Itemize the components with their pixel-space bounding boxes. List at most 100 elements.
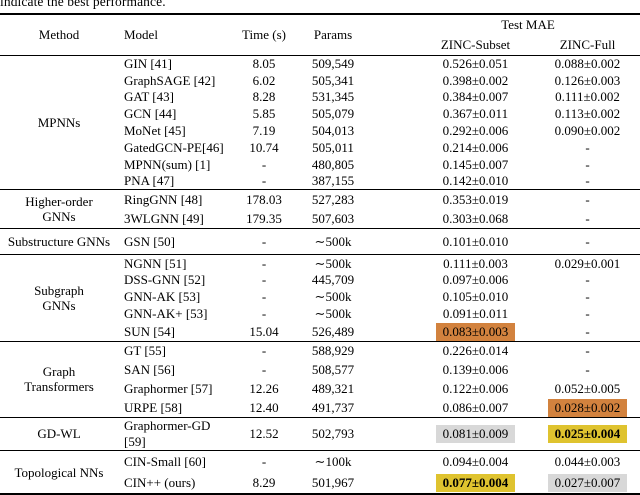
method-label: GD-WL	[37, 426, 81, 442]
cell-zinc-subset: 0.094±0.004	[442, 453, 509, 469]
cell-zinc-full: 0.090±0.002	[554, 123, 621, 139]
cell-zinc-full: -	[585, 233, 590, 249]
section-graph-transformers: Graph Transformers GT [55] - 588,929 0.2…	[0, 341, 640, 417]
cell-zinc-full: 0.111±0.002	[555, 89, 620, 105]
cell-model: GNN-AK [53]	[124, 289, 201, 305]
cell-model: CIN++ (ours)	[124, 474, 196, 490]
cell-params: 489,321	[311, 380, 355, 396]
cell-time: -	[261, 233, 267, 249]
cell-zinc-full: -	[585, 343, 590, 359]
col-header-model: Model	[124, 27, 158, 42]
cell-time: 8.05	[252, 56, 276, 72]
cell-params: 445,709	[311, 272, 355, 288]
cell-time: -	[261, 361, 267, 377]
cell-time: -	[261, 156, 267, 172]
cell-time: 5.85	[252, 106, 276, 122]
cell-zinc-subset: 0.526±0.051	[442, 56, 509, 72]
cell-zinc-full: 0.088±0.002	[554, 56, 621, 72]
highlighted-value: 0.028±0.002	[547, 398, 628, 417]
section-higher-order-gnns: Higher-order GNNs RingGNN [48] 178.03 52…	[0, 189, 640, 229]
cell-zinc-subset: 0.122±0.006	[442, 380, 509, 396]
cell-params: ∼100k	[314, 453, 352, 469]
col-header-method: Method	[38, 27, 80, 42]
table-row: GNN-AK+ [53] - ∼500k 0.091±0.011 -	[0, 306, 640, 323]
table-row: GraphSAGE [42] 6.02 505,341 0.398±0.002 …	[0, 72, 640, 89]
cell-time: 12.26	[249, 380, 279, 396]
table-row: MPNNs GIN [41] 8.05 509,549 0.526±0.051 …	[0, 56, 640, 130]
table-caption-text: indicate the best performance.	[0, 0, 166, 9]
table-row: GD-WL Graphormer-GD [59] 12.52 502,793 0…	[0, 417, 640, 450]
cell-model: GIN [41]	[124, 56, 173, 72]
cell-zinc-full: 0.126±0.003	[554, 72, 621, 88]
cell-model: GNN-AK+ [53]	[124, 306, 208, 322]
method-label: Subgraph GNNs	[34, 283, 84, 314]
cell-zinc-subset: 0.101±0.010	[442, 233, 509, 249]
section-subgraph-gnns: Subgraph GNNs NGNN [51] - ∼500k 0.111±0.…	[0, 254, 640, 342]
cell-params: 502,793	[311, 425, 355, 441]
cell-model: MPNN(sum) [1]	[124, 156, 211, 172]
table-row: Topological NNs CIN-Small [60] - ∼100k 0…	[0, 450, 640, 480]
table-caption: indicate the best performance.	[0, 0, 640, 9]
cell-model: Graphormer-GD [59]	[124, 417, 211, 449]
table-row: Substructure GNNs GSN [50] - ∼500k 0.101…	[0, 229, 640, 255]
cell-zinc-subset: 0.367±0.011	[442, 106, 509, 122]
col-header-time: Time (s)	[242, 27, 286, 42]
method-label: Topological NNs	[14, 464, 104, 480]
table-row: DSS-GNN [52] - 445,709 0.097±0.006 -	[0, 272, 640, 289]
table-row: SUN [54] 15.04 526,489 0.083±0.003 -	[0, 322, 640, 342]
highlighted-value: 0.025±0.004	[547, 424, 628, 443]
cell-model: Graphormer [57]	[124, 380, 213, 396]
table-row: URPE [58] 12.40 491,737 0.086±0.007 0.02…	[0, 398, 640, 417]
cell-zinc-subset: 0.105±0.010	[442, 289, 509, 305]
table-row: GatedGCN-PE[46] 10.74 505,011 0.214±0.00…	[0, 139, 640, 156]
cell-model: GraphSAGE [42]	[124, 72, 216, 88]
cell-zinc-full: -	[585, 289, 590, 305]
cell-model: NGNN [51]	[124, 255, 187, 271]
method-label: Higher-order GNNs	[25, 194, 93, 225]
cell-params: 588,929	[311, 343, 355, 359]
cell-model: GAT [43]	[124, 89, 174, 105]
cell-zinc-subset: 0.145±0.007	[442, 156, 509, 172]
cell-zinc-full: -	[585, 191, 590, 207]
cell-zinc-subset: 0.077±0.004	[370, 472, 535, 494]
cell-time: -	[261, 453, 267, 469]
cell-model: DSS-GNN [52]	[124, 272, 206, 288]
cell-model: PNA [47]	[124, 173, 175, 189]
cell-model: SAN [56]	[124, 361, 175, 377]
results-table: Method Model Time (s) Params Test MAE ZI…	[0, 13, 640, 495]
cell-time: 12.52	[249, 425, 279, 441]
cell-params: 387,155	[311, 173, 355, 189]
cell-zinc-full: 0.052±0.005	[554, 380, 621, 396]
highlighted-value: 0.027±0.007	[547, 473, 628, 492]
table-row: Subgraph GNNs NGNN [51] - ∼500k 0.111±0.…	[0, 255, 640, 313]
table-row: GAT [43] 8.28 531,345 0.384±0.007 0.111±…	[0, 89, 640, 106]
cell-model: GT [55]	[124, 343, 167, 359]
table-row: MPNN(sum) [1] - 480,805 0.145±0.007 -	[0, 156, 640, 173]
section-topological-nns: Topological NNs CIN-Small [60] - ∼100k 0…	[0, 450, 640, 494]
method-label: MPNNs	[37, 115, 81, 131]
cell-model: CIN-Small [60]	[124, 453, 206, 469]
cell-params: 531,345	[311, 89, 355, 105]
cell-model: 3WLGNN [49]	[124, 210, 204, 226]
cell-zinc-full: -	[585, 323, 590, 339]
cell-zinc-subset: 0.226±0.014	[442, 343, 509, 359]
highlighted-value: 0.081±0.009	[435, 424, 516, 443]
cell-params: 509,549	[311, 56, 355, 72]
cell-params: 501,967	[311, 474, 355, 490]
cell-zinc-subset: 0.353±0.019	[442, 191, 509, 207]
cell-time: 8.28	[252, 89, 276, 105]
table-row: MoNet [45] 7.19 504,013 0.292±0.006 0.09…	[0, 123, 640, 140]
table-row: Higher-order GNNs RingGNN [48] 178.03 52…	[0, 190, 640, 225]
cell-params: ∼500k	[314, 289, 352, 305]
cell-zinc-full: 0.044±0.003	[554, 453, 621, 469]
cell-zinc-subset: 0.384±0.007	[442, 89, 509, 105]
section-substructure-gnns: Substructure GNNs GSN [50] - ∼500k 0.101…	[0, 228, 640, 255]
header-row-1: Method Model Time (s) Params Test MAE	[0, 14, 640, 42]
cell-params: 505,079	[311, 106, 355, 122]
table-row: Graph Transformers GT [55] - 588,929 0.2…	[0, 341, 640, 394]
highlighted-value: 0.077±0.004	[435, 473, 516, 492]
cell-params: 491,737	[311, 399, 355, 415]
cell-model: URPE [58]	[124, 399, 183, 415]
cell-zinc-subset: 0.292±0.006	[442, 123, 509, 139]
